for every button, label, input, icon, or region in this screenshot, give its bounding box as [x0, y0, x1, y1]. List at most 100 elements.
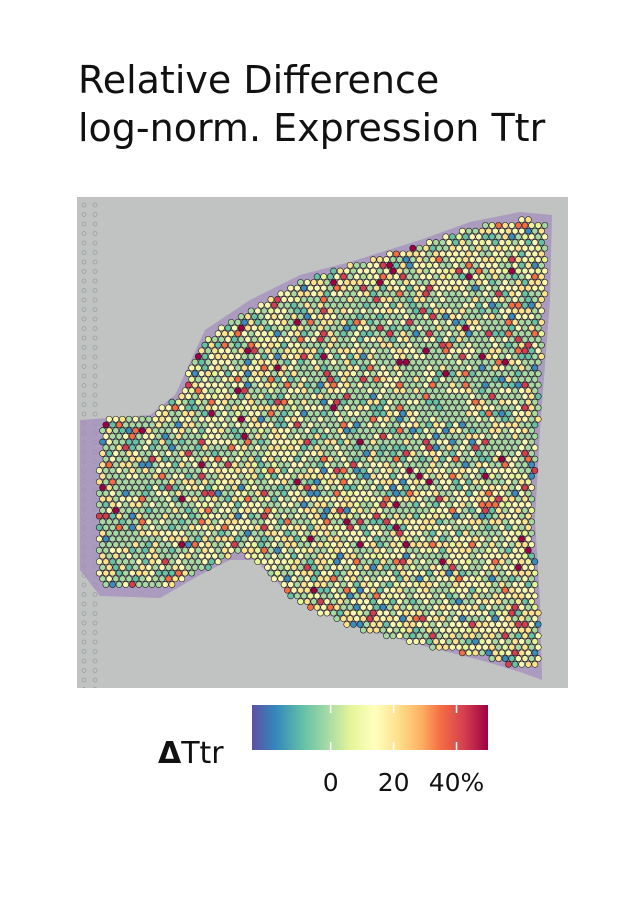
tissue-spot	[165, 472, 172, 480]
tissue-spot	[472, 558, 479, 566]
tissue-spot	[369, 518, 377, 526]
tissue-spot	[251, 461, 258, 469]
tissue-spot	[495, 518, 502, 526]
tissue-spot	[320, 546, 328, 554]
tissue-spot	[241, 478, 248, 486]
tissue-spot	[458, 330, 466, 338]
tissue-spot	[356, 518, 364, 526]
tissue-spot	[277, 450, 285, 457]
tissue-spot	[392, 353, 400, 360]
tissue-spot	[389, 256, 397, 263]
tissue-spot	[449, 586, 456, 594]
tissue-spot	[389, 370, 397, 377]
tissue-spot	[105, 415, 113, 423]
tissue-spot	[488, 450, 496, 457]
tissue-spot	[300, 387, 308, 395]
tissue-spot	[191, 381, 199, 389]
tissue-spot	[531, 239, 539, 246]
tissue-spot	[498, 364, 506, 372]
tissue-spot	[432, 546, 440, 554]
tissue-spot	[491, 501, 499, 509]
tissue-spot	[429, 313, 436, 320]
fiducial-dot	[92, 316, 98, 322]
tissue-spot	[432, 524, 440, 531]
tissue-spot	[204, 381, 212, 389]
tissue-spot	[224, 450, 232, 457]
tissue-spot	[191, 518, 199, 526]
fiducial-dot	[92, 250, 98, 255]
tissue-spot	[142, 455, 149, 463]
tissue-spot	[350, 564, 357, 571]
tissue-spot	[373, 364, 380, 372]
tissue-spot	[211, 404, 219, 412]
tissue-spot	[508, 586, 516, 594]
tissue-spot	[501, 598, 509, 605]
tissue-spot	[297, 495, 304, 503]
tissue-spot	[280, 330, 288, 338]
tissue-spot	[119, 427, 126, 434]
tissue-spot	[445, 615, 453, 623]
tissue-spot	[511, 364, 519, 372]
tissue-spot	[340, 546, 347, 554]
tissue-spot	[237, 415, 245, 423]
tissue-spot	[363, 461, 370, 469]
tissue-spot	[478, 307, 486, 315]
tissue-spot	[300, 296, 308, 303]
tissue-spot	[482, 518, 489, 526]
tissue-spot	[152, 564, 159, 571]
tissue-spot	[251, 450, 258, 457]
tissue-spot	[274, 353, 281, 360]
tissue-spot	[396, 415, 403, 423]
tissue-spot	[485, 364, 493, 372]
tissue-spot	[412, 467, 420, 474]
tissue-spot	[359, 592, 367, 600]
tissue-spot	[198, 461, 205, 469]
tissue-spot	[524, 478, 532, 486]
tissue-spot	[214, 330, 222, 338]
tissue-spot	[531, 558, 539, 566]
tissue-spot	[303, 347, 311, 355]
tissue-spot	[373, 421, 380, 429]
tissue-spot	[419, 467, 427, 474]
tissue-spot	[373, 489, 380, 497]
tissue-spot	[105, 495, 113, 503]
tissue-spot	[320, 364, 328, 372]
tissue-spot	[386, 387, 394, 395]
tissue-spot	[409, 347, 417, 355]
tissue-spot	[442, 621, 450, 628]
tissue-spot	[455, 324, 463, 332]
tissue-spot	[148, 421, 156, 429]
tissue-spot	[409, 541, 417, 548]
tissue-spot	[237, 507, 245, 514]
fiducial-dot	[81, 335, 87, 341]
tissue-spot	[501, 564, 509, 571]
tissue-spot	[234, 478, 242, 486]
tissue-spot	[445, 569, 453, 577]
tissue-spot	[429, 632, 436, 640]
tissue-spot	[505, 387, 512, 395]
tissue-spot	[152, 450, 159, 457]
tissue-spot	[366, 501, 374, 509]
legend-delta-symbol: Δ	[158, 736, 182, 771]
tissue-spot	[267, 432, 275, 440]
tissue-spot	[392, 501, 400, 509]
tissue-spot	[346, 512, 354, 520]
tissue-spot	[524, 239, 532, 246]
tissue-spot	[528, 244, 535, 252]
tissue-spot	[505, 603, 512, 611]
tissue-spot	[109, 558, 116, 566]
tissue-spot	[412, 546, 420, 554]
tissue-spot	[194, 524, 202, 531]
tissue-spot	[168, 455, 176, 463]
fiducial-dot	[92, 392, 98, 398]
tissue-spot	[346, 489, 354, 497]
tissue-spot	[264, 427, 271, 434]
tissue-spot	[366, 421, 374, 429]
spot-layer	[95, 216, 549, 668]
tissue-spot	[323, 301, 331, 309]
tissue-spot	[515, 301, 522, 309]
tissue-spot	[366, 512, 374, 520]
tissue-spot	[501, 244, 509, 252]
tissue-spot	[297, 427, 304, 434]
tissue-spot	[439, 353, 446, 360]
